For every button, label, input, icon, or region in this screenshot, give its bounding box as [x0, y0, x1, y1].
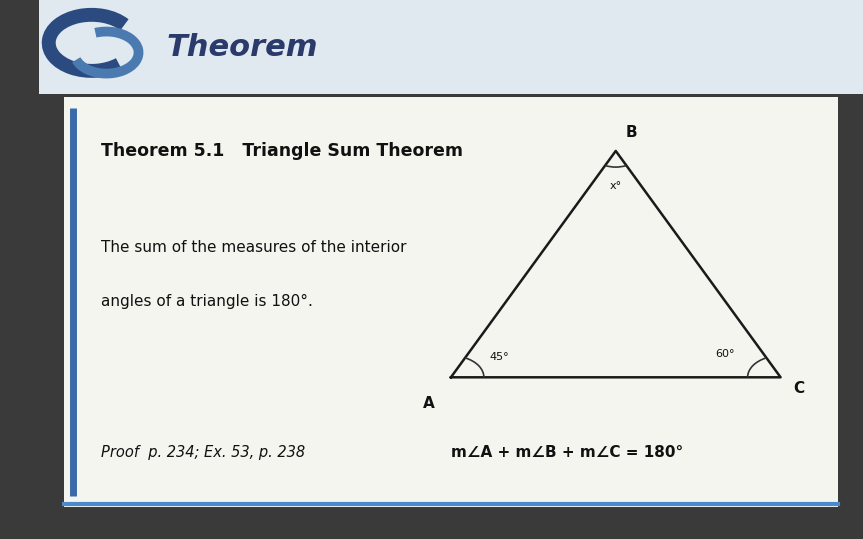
Text: Theorem: Theorem	[167, 33, 318, 61]
Text: 45°: 45°	[490, 352, 509, 362]
Text: angles of a triangle is 180°.: angles of a triangle is 180°.	[101, 294, 312, 309]
Text: B: B	[626, 125, 637, 140]
FancyBboxPatch shape	[39, 0, 863, 94]
Text: 60°: 60°	[715, 349, 734, 360]
Text: Theorem 5.1   Triangle Sum Theorem: Theorem 5.1 Triangle Sum Theorem	[101, 142, 463, 160]
Text: Proof  p. 234; Ex. 53, p. 238: Proof p. 234; Ex. 53, p. 238	[101, 445, 305, 460]
Text: The sum of the measures of the interior: The sum of the measures of the interior	[101, 240, 406, 255]
Text: A: A	[423, 396, 434, 411]
Text: C: C	[793, 381, 804, 396]
Text: x°: x°	[609, 181, 622, 191]
Text: m∠A + m∠B + m∠C = 180°: m∠A + m∠B + m∠C = 180°	[450, 445, 683, 460]
FancyBboxPatch shape	[64, 97, 838, 507]
